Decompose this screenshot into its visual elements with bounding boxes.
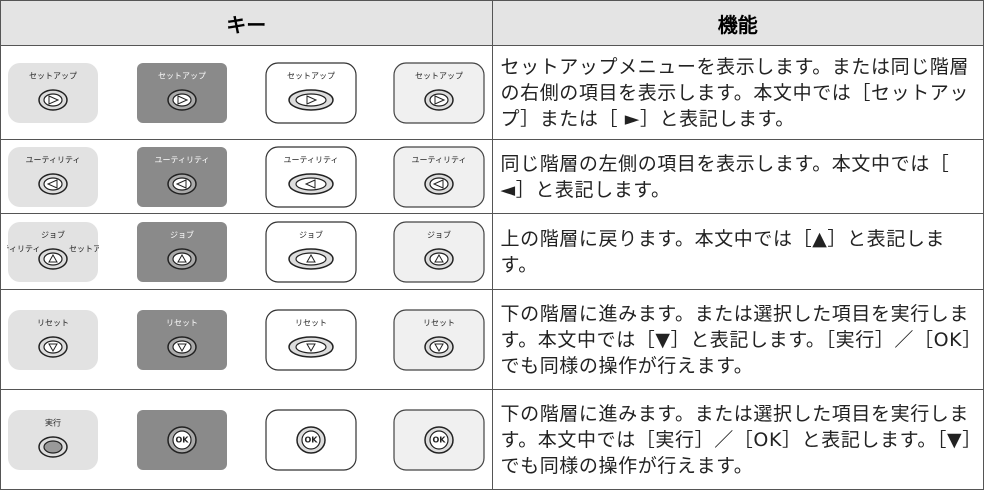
function-text: 同じ階層の左側の項目を表示します。本文中では［ ◄］と表記します。 (491, 139, 984, 214)
key-label: ユーティリティ (154, 155, 209, 164)
key-label: リセット (37, 318, 69, 327)
button (43, 176, 63, 191)
table-row: 実行 OK OK OK 下の階層に進みます。または選択した項目を実行します。本文中では［… (0, 389, 984, 490)
key-icon: 実行 (8, 409, 98, 470)
key-icons: ユーティリティ ユーティリティ ユーティリティ ユーティリティ (7, 145, 486, 208)
table-row: セットアップ セットアップ セットアップ セットアップ セットアップメニューを表示します… (0, 45, 984, 140)
key-label: OK (304, 435, 318, 444)
key-icons: ジョブティリティセットアジョブジョブジョブ (7, 220, 486, 283)
key-icon: ジョブ (136, 221, 227, 282)
button-symbol (305, 343, 316, 352)
key-label: ユーティリティ (25, 155, 80, 164)
key-cell: リセット リセット リセット リセット (0, 289, 493, 390)
key-icon: リセット (136, 309, 227, 370)
key-icon: ユーティリティ (8, 146, 98, 207)
button (295, 92, 327, 107)
key-label: セットアップ (158, 71, 206, 80)
key-label: セットアップ (29, 71, 77, 80)
key-icon: リセット (8, 309, 98, 370)
key-icons: セットアップ セットアップ セットアップ セットアップ (7, 61, 486, 124)
key-icon: ユーティリティ (393, 145, 486, 208)
header-function: 機能 (491, 0, 984, 46)
button-symbol (48, 94, 60, 105)
key-label: OK (433, 435, 447, 444)
key-icon: リセット (265, 308, 357, 371)
table-body: セットアップ セットアップ セットアップ セットアップ セットアップメニューを表示します… (0, 45, 984, 490)
key-icon: セットアップ (265, 61, 357, 124)
key-icons: リセット リセット リセット リセット (7, 308, 486, 371)
key-cell: 実行 OK OK OK (0, 389, 493, 490)
key-icon: セットアップ (393, 61, 486, 124)
key-label: リセット (166, 318, 198, 327)
key-label: セットアップ (415, 71, 463, 80)
key-icon: ユーティリティ (265, 145, 357, 208)
button (295, 251, 327, 266)
button (429, 429, 450, 450)
button-symbol (175, 178, 187, 189)
button-symbol (176, 343, 187, 352)
button-symbol (434, 253, 445, 262)
key-icon: ジョブ (265, 220, 357, 283)
button (172, 429, 192, 450)
key-label: ユーティリティ (412, 155, 467, 164)
key-icon: ユーティリティ (136, 146, 227, 207)
button-symbol (48, 253, 58, 262)
function-text: 下の階層に進みます。または選択した項目を実行します。本文中では［実行］／［OK］… (491, 389, 984, 490)
button (301, 429, 321, 450)
key-label: ジョブ (427, 229, 451, 239)
function-text: 上の階層に戻ります。本文中では［▲］と表記します。 (491, 213, 984, 290)
key-icon: OK (265, 408, 357, 471)
key-label: リセット (423, 318, 455, 327)
key-icon: リセット (393, 308, 486, 371)
button (43, 439, 63, 454)
key-label: ユーティリティ (283, 155, 338, 164)
table-row: ユーティリティ ユーティリティ ユーティリティ ユーティリティ 同じ階層の左側の項目を表… (0, 139, 984, 214)
button-symbol (434, 343, 445, 352)
key-label: 実行 (45, 417, 61, 427)
key-icons: 実行 OK OK OK (7, 408, 486, 471)
key-label: セットア (69, 244, 99, 253)
button-symbol (434, 94, 446, 105)
button-symbol (46, 178, 58, 189)
function-text: セットアップメニューを表示します。または同じ階層の右側の項目を表示します。本文中… (491, 45, 984, 140)
button (295, 339, 327, 354)
key-cell: セットアップ セットアップ セットアップ セットアップ (0, 45, 493, 140)
button-symbol (176, 253, 187, 262)
table-row: ジョブティリティセットアジョブジョブジョブ上の階層に戻ります。本文中では［▲］と… (0, 213, 984, 290)
button-symbol (306, 94, 317, 105)
key-cell: ユーティリティ ユーティリティ ユーティリティ ユーティリティ (0, 139, 493, 214)
button (295, 176, 327, 191)
key-cell: ジョブティリティセットアジョブジョブジョブ (0, 213, 493, 290)
function-text: 下の階層に進みます。または選択した項目を実行します。本文中では［▼］と表記します… (491, 289, 984, 390)
key-icon: セットアップ (136, 62, 227, 123)
key-label: OK (175, 435, 189, 444)
header-row: キー 機能 (0, 0, 984, 46)
button (429, 92, 450, 107)
button (429, 176, 450, 191)
key-label: ジョブ (170, 229, 194, 239)
key-icon: OK (393, 408, 486, 471)
table-row: リセット リセット リセット リセット 下の階層に進みます。または選択した項目を実行しま… (0, 289, 984, 390)
key-icon: セットアップ (8, 62, 98, 123)
button-symbol (433, 178, 444, 189)
button (172, 92, 192, 107)
key-label: ティリティ (7, 244, 41, 253)
key-icon: ジョブ (393, 220, 486, 283)
button-symbol (304, 178, 316, 189)
button (172, 176, 192, 191)
header-key: キー (0, 0, 493, 46)
button-symbol (305, 253, 316, 262)
button (43, 92, 63, 107)
key-icon: OK (136, 409, 227, 470)
button-symbol (48, 343, 58, 352)
button-symbol (177, 94, 189, 105)
key-label: リセット (295, 318, 327, 327)
key-label: ジョブ (299, 229, 323, 239)
key-label: ジョブ (41, 229, 65, 239)
key-icon: ジョブティリティ セットア (7, 221, 99, 282)
key-label: セットアップ (287, 71, 335, 80)
